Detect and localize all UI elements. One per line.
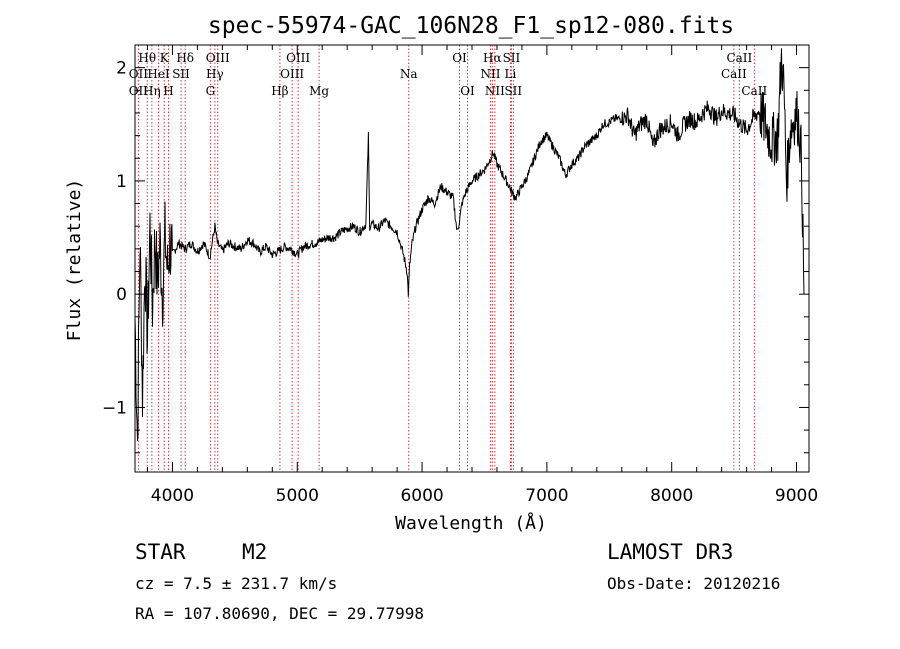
spectral-line-label: OII [129, 84, 149, 98]
y-tick-label: 0 [116, 285, 127, 305]
spectral-line-label: CaII [721, 67, 747, 81]
object-class: STAR [135, 540, 186, 564]
spectral-line-label: CaII [726, 51, 752, 65]
spectral-line-label: OI [460, 84, 475, 98]
y-tick-label: 2 [116, 59, 127, 79]
x-axis-label: Wavelength (Å) [395, 512, 547, 534]
spectral-line-label: G [206, 84, 216, 98]
spectral-line-label: OII [129, 67, 149, 81]
spectral-line-label: OIII [280, 67, 304, 81]
spectral-line-label: Hβ [271, 84, 288, 98]
spectral-line-label: Hδ [176, 51, 194, 65]
survey-name: LAMOST DR3 [607, 540, 734, 564]
spectral-line-label: Hγ [206, 67, 224, 81]
spectral-line-label: Hη [143, 84, 161, 98]
spectral-line-label: NII [485, 84, 505, 98]
spectral-line-label: SII [503, 51, 521, 65]
redshift-readout: cz = 7.5 ± 231.7 km/s [135, 574, 338, 593]
x-tick-label: 6000 [400, 486, 443, 506]
x-axis-ticks: 4000 5000 6000 7000 8000 9000 [146, 45, 818, 506]
chart-title: spec-55974-GAC_106N28_F1_sp12-080.fits [208, 13, 734, 39]
y-axis-ticks: −1 0 1 2 [102, 44, 809, 454]
spectral-line-label: K [160, 51, 170, 65]
x-tick-label: 4000 [151, 486, 194, 506]
spectral-line-label: Na [400, 67, 418, 81]
obs-date: Obs-Date: 20120216 [607, 574, 781, 593]
spectrum-line [134, 48, 805, 441]
coordinates: RA = 107.80690, DEC = 29.77998 [135, 604, 424, 623]
spectral-line-label: CaII [741, 84, 767, 98]
spectral-line-label: SII [172, 67, 190, 81]
spectral-line-label: Li [505, 67, 517, 81]
spectral-line-label: OI [452, 51, 467, 65]
spectral-line-label: Hθ [138, 51, 156, 65]
y-tick-label: 1 [116, 172, 127, 192]
spectral-line-label: Mg [309, 84, 329, 98]
spectral-line-label: HeI [147, 67, 170, 81]
spectral-line-label: OIII [206, 51, 230, 65]
object-subclass: M2 [242, 540, 268, 564]
spectral-line-label: NII [480, 67, 500, 81]
y-axis-label: Flux (relative) [64, 179, 85, 342]
spectral-line-markers [137, 45, 755, 472]
x-tick-label: 5000 [276, 486, 319, 506]
spectral-line-label: Hα [483, 51, 502, 65]
x-tick-label: 9000 [775, 486, 818, 506]
x-tick-label: 8000 [650, 486, 693, 506]
spectral-line-label: SII [504, 84, 522, 98]
spectral-line-label: OIII [286, 51, 310, 65]
spectral-line-label: H [163, 84, 173, 98]
x-tick-label: 7000 [525, 486, 568, 506]
y-tick-label: −1 [102, 398, 127, 418]
